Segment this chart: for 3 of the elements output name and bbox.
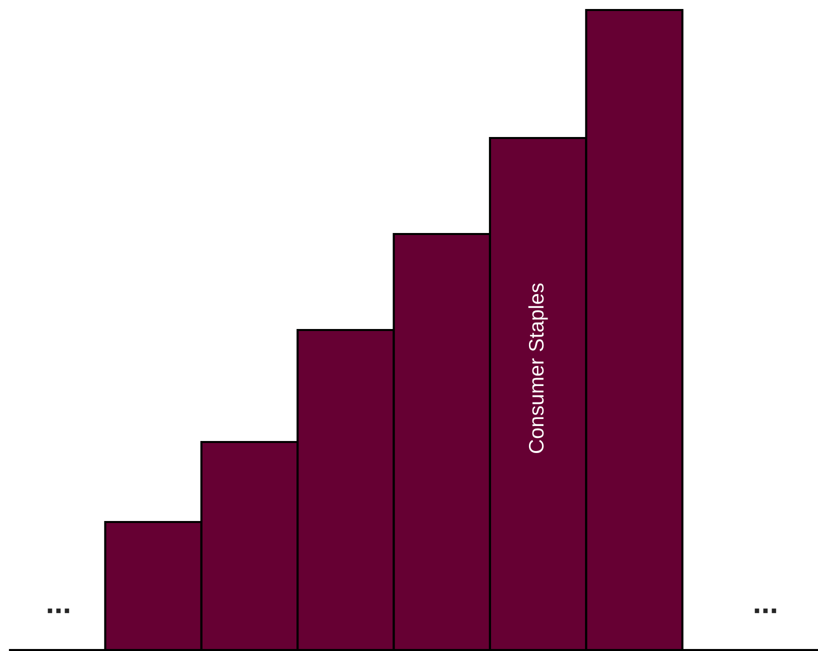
text: ...	[754, 608, 776, 614]
text: ...	[48, 608, 70, 614]
x-tick-label: Consumer Staples	[528, 283, 548, 454]
